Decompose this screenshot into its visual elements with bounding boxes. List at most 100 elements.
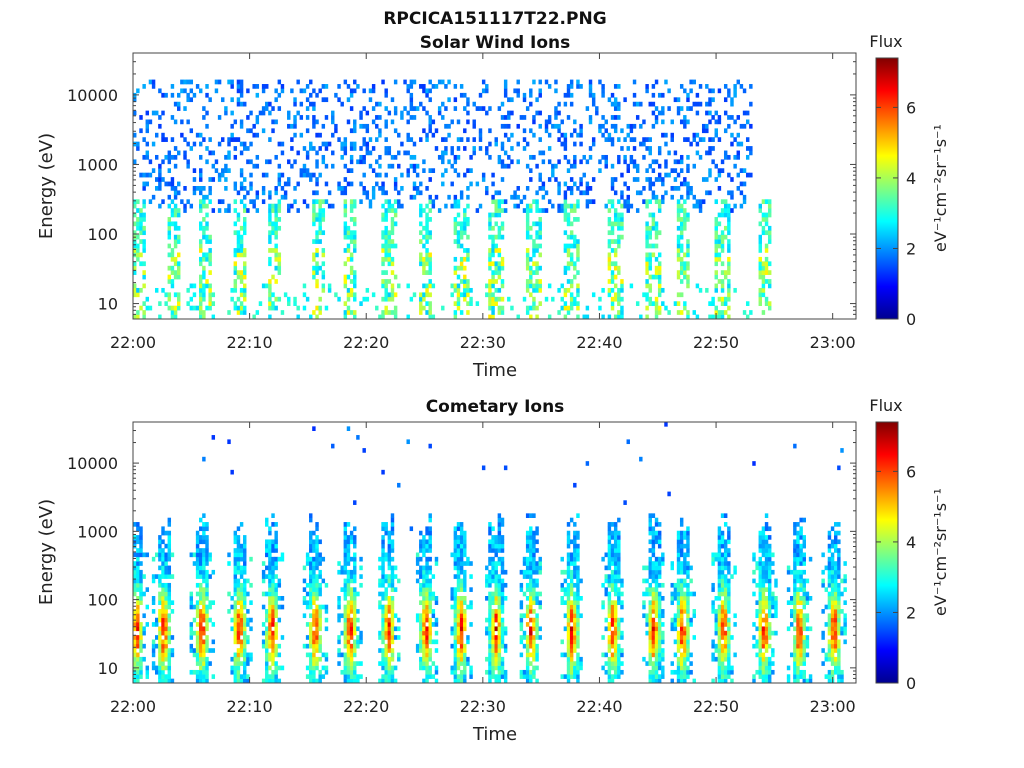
spectrogram-cell xyxy=(164,154,168,160)
spectrogram-cell xyxy=(456,674,461,679)
spectrogram-cell xyxy=(447,79,451,85)
spectrogram-cell xyxy=(456,578,461,584)
spectrogram-cell xyxy=(459,556,464,562)
spectrogram-cell xyxy=(705,150,709,156)
spectrogram-cell xyxy=(346,674,351,679)
spectrogram-cell xyxy=(205,661,209,666)
spectrogram-cell xyxy=(346,296,351,302)
spectrogram-cell xyxy=(233,305,238,311)
spectrogram-cell xyxy=(673,159,678,165)
spectrogram-cell xyxy=(576,665,580,671)
spectrogram-cell xyxy=(233,279,238,284)
spectrogram-cell xyxy=(459,261,464,267)
spectrogram-cell xyxy=(183,79,187,85)
spectrogram-cell xyxy=(419,190,423,196)
spectrogram-cell xyxy=(305,106,310,111)
spectrogram-cell xyxy=(390,665,395,671)
spectrogram-cell xyxy=(720,248,725,253)
spectrogram-cell xyxy=(208,199,212,205)
spectrogram-cell xyxy=(384,591,388,597)
spectrogram-cell xyxy=(573,669,577,675)
spectrogram-cell xyxy=(613,522,618,527)
spectrogram-cell xyxy=(142,591,146,597)
spectrogram-cell xyxy=(305,203,310,209)
spectrogram-cell xyxy=(139,674,143,679)
spectrogram-cell xyxy=(695,141,700,147)
spectrogram-cell xyxy=(384,669,388,675)
spectrogram-cell xyxy=(686,248,690,253)
spectrogram-cell xyxy=(607,265,612,271)
spectrogram-cell xyxy=(164,609,168,614)
spectrogram-cell xyxy=(195,609,200,614)
spectrogram-cell xyxy=(236,535,241,540)
spectrogram-cell xyxy=(155,552,159,558)
spectrogram-cell xyxy=(588,84,593,89)
spectrogram-cell xyxy=(205,604,209,610)
spectrogram-cell xyxy=(393,177,398,182)
spectrogram-cell xyxy=(613,565,618,571)
spectrogram-cell xyxy=(274,591,278,597)
spectrogram-cell xyxy=(384,199,388,205)
spectrogram-cell xyxy=(422,600,426,605)
spectrogram-cell xyxy=(569,569,574,575)
spectrogram-cell xyxy=(268,296,272,302)
spectrogram-cell xyxy=(205,123,209,129)
spectrogram-cell xyxy=(425,596,429,601)
spectrogram-cell xyxy=(519,582,524,588)
spectrogram-cell xyxy=(236,596,241,601)
spectrogram-cell xyxy=(133,292,137,298)
spectrogram-cell xyxy=(529,305,533,311)
spectrogram-cell xyxy=(343,203,348,209)
spectrogram-cell xyxy=(576,630,580,636)
spectrogram-cell xyxy=(657,565,662,571)
spectrogram-cell xyxy=(315,587,319,592)
spectrogram-cell xyxy=(183,208,187,213)
spectrogram-cell xyxy=(167,539,172,545)
spectrogram-cell xyxy=(723,128,728,134)
spectrogram-cell xyxy=(381,283,385,289)
spectrogram-cell xyxy=(381,256,385,262)
spectrogram-cell xyxy=(381,543,385,549)
spectrogram-cell xyxy=(488,212,492,218)
spectrogram-cell xyxy=(767,203,772,209)
spectrogram-cell xyxy=(491,279,495,284)
spectrogram-cell xyxy=(136,314,140,320)
spectrogram-cell xyxy=(607,548,612,553)
spectrogram-cell xyxy=(268,574,272,579)
spectrogram-cell xyxy=(167,265,172,271)
spectrogram-cell xyxy=(359,115,363,120)
spectrogram-cell xyxy=(167,305,172,311)
spectrogram-cell xyxy=(239,181,244,187)
spectrogram-cell xyxy=(274,643,278,649)
spectrogram-cell xyxy=(136,252,140,258)
spectrogram-cell xyxy=(340,630,344,636)
spectrogram-cell xyxy=(488,582,492,588)
spectrogram-cell xyxy=(136,292,140,298)
spectrogram-cell xyxy=(566,574,571,579)
spectrogram-cell xyxy=(349,230,354,236)
spectrogram-cell xyxy=(293,132,297,138)
spectrogram-cell xyxy=(607,314,612,320)
spectrogram-cell xyxy=(428,630,432,636)
spectrogram-cell xyxy=(491,561,495,566)
spectrogram-cell xyxy=(679,225,684,231)
spectrogram-cell xyxy=(617,296,621,302)
spectrogram-cell xyxy=(459,310,464,315)
spectrogram-cell xyxy=(239,548,244,553)
spectrogram-cell xyxy=(563,199,568,205)
spectrogram-cell xyxy=(349,92,354,98)
spectrogram-cell xyxy=(419,239,423,244)
spectrogram-cell xyxy=(535,635,539,640)
spectrogram-cell xyxy=(265,159,269,165)
spectrogram-cell xyxy=(576,596,580,601)
panel-title: Solar Wind Ions xyxy=(420,33,571,53)
spectrogram-cell xyxy=(167,535,172,540)
spectrogram-cell xyxy=(494,661,498,666)
spectrogram-cell xyxy=(133,635,137,640)
spectrogram-cell xyxy=(522,194,527,200)
spectrogram-cell xyxy=(189,305,194,311)
spectrogram-cell xyxy=(425,543,429,549)
spectrogram-cell xyxy=(425,137,429,142)
spectrogram-cell xyxy=(142,217,146,222)
spectrogram-cell xyxy=(717,279,722,284)
